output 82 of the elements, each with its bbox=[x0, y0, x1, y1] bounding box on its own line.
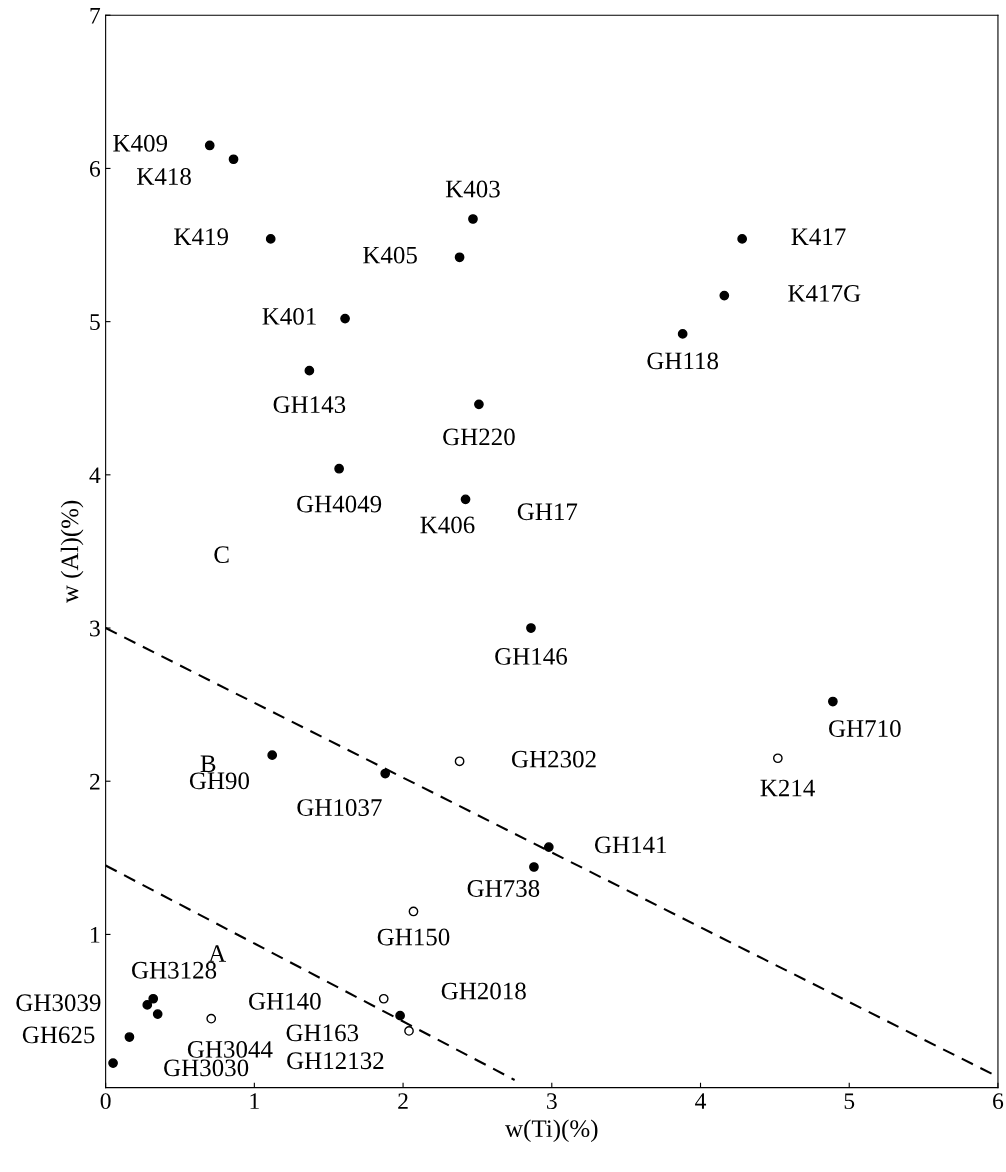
point bbox=[828, 696, 838, 707]
annotation: GH625 bbox=[22, 1026, 95, 1044]
point bbox=[334, 463, 344, 474]
point bbox=[737, 234, 748, 244]
annotation: GH143 bbox=[273, 396, 346, 414]
annotation: GH3128 bbox=[132, 961, 217, 979]
annotation: K417G bbox=[788, 285, 861, 302]
y-tick-label: 7 bbox=[90, 7, 101, 24]
point bbox=[454, 756, 465, 767]
annotation: GH3039 bbox=[16, 994, 101, 1012]
annotation: GH118 bbox=[647, 352, 719, 370]
x-tick-label: 0 bbox=[100, 1093, 111, 1110]
y-tick-label: 1 bbox=[91, 927, 100, 943]
point bbox=[529, 862, 539, 872]
point bbox=[152, 1009, 163, 1019]
point bbox=[772, 753, 783, 764]
annotation: GH141 bbox=[594, 836, 667, 854]
point bbox=[340, 313, 350, 324]
annotation: K418 bbox=[137, 168, 191, 185]
annotation: GH140 bbox=[249, 992, 321, 1010]
x-tick-label: 5 bbox=[844, 1093, 855, 1110]
x-tick-label: 4 bbox=[695, 1093, 707, 1109]
y-tick-label: 6 bbox=[89, 160, 101, 177]
point bbox=[304, 365, 315, 376]
annotation: K405 bbox=[363, 246, 417, 264]
annotation: GH710 bbox=[829, 720, 901, 737]
y-tick-label: 3 bbox=[90, 620, 100, 637]
annotation: C bbox=[214, 546, 229, 564]
annotation: K409 bbox=[113, 134, 168, 152]
annotation: GH1037 bbox=[297, 799, 382, 816]
y-tick-label: 4 bbox=[89, 467, 101, 484]
annotation: GH163 bbox=[286, 1024, 359, 1042]
point bbox=[468, 214, 478, 224]
point bbox=[395, 1010, 405, 1021]
annotation: K401 bbox=[262, 307, 316, 325]
annotation: GH12132 bbox=[287, 1052, 384, 1070]
annotation: A bbox=[208, 945, 227, 962]
annotation: K406 bbox=[420, 516, 475, 534]
annotation: K403 bbox=[445, 180, 500, 198]
annotation: GH146 bbox=[495, 648, 568, 665]
x-axis-title: w(Ti)(%) bbox=[505, 1119, 598, 1143]
y-axis-title: w (Al)(%) bbox=[60, 500, 84, 604]
point bbox=[677, 329, 688, 339]
x-tick-label: 2 bbox=[398, 1093, 408, 1109]
x-tick-label: 6 bbox=[993, 1093, 1004, 1110]
annotation: K419 bbox=[174, 228, 229, 246]
annotation: GH4049 bbox=[297, 495, 382, 513]
point bbox=[454, 252, 465, 263]
x-tick-label: 3 bbox=[547, 1093, 557, 1110]
point bbox=[204, 140, 215, 151]
point bbox=[267, 750, 278, 761]
annotation: GH150 bbox=[377, 928, 450, 946]
point bbox=[474, 399, 484, 410]
point bbox=[408, 906, 419, 917]
point bbox=[148, 993, 159, 1004]
annotation: K417 bbox=[791, 228, 846, 245]
point bbox=[543, 842, 554, 852]
annotation: GH2302 bbox=[512, 750, 596, 768]
x-tick-label: 1 bbox=[250, 1093, 259, 1109]
annotation: K214 bbox=[760, 779, 815, 797]
annotation: GH220 bbox=[443, 428, 515, 446]
point bbox=[206, 1013, 217, 1024]
y-tick-label: 5 bbox=[90, 314, 100, 331]
point bbox=[265, 234, 276, 244]
point bbox=[378, 993, 389, 1004]
annotation: GH2018 bbox=[441, 982, 526, 1000]
point bbox=[719, 290, 730, 301]
annotation: GH3030 bbox=[164, 1059, 249, 1077]
point bbox=[124, 1032, 135, 1042]
point bbox=[142, 1000, 153, 1010]
point bbox=[526, 623, 536, 633]
annotation: GH3044 bbox=[187, 1040, 273, 1058]
point bbox=[380, 768, 391, 779]
annotation: GH90 bbox=[189, 772, 250, 790]
annotation: GH17 bbox=[517, 503, 578, 521]
point bbox=[460, 494, 471, 505]
point bbox=[228, 154, 239, 165]
annotation: B bbox=[200, 755, 216, 772]
point bbox=[404, 1026, 414, 1036]
y-tick-label: 2 bbox=[90, 773, 100, 790]
point bbox=[108, 1058, 118, 1068]
annotation: GH738 bbox=[467, 880, 540, 897]
